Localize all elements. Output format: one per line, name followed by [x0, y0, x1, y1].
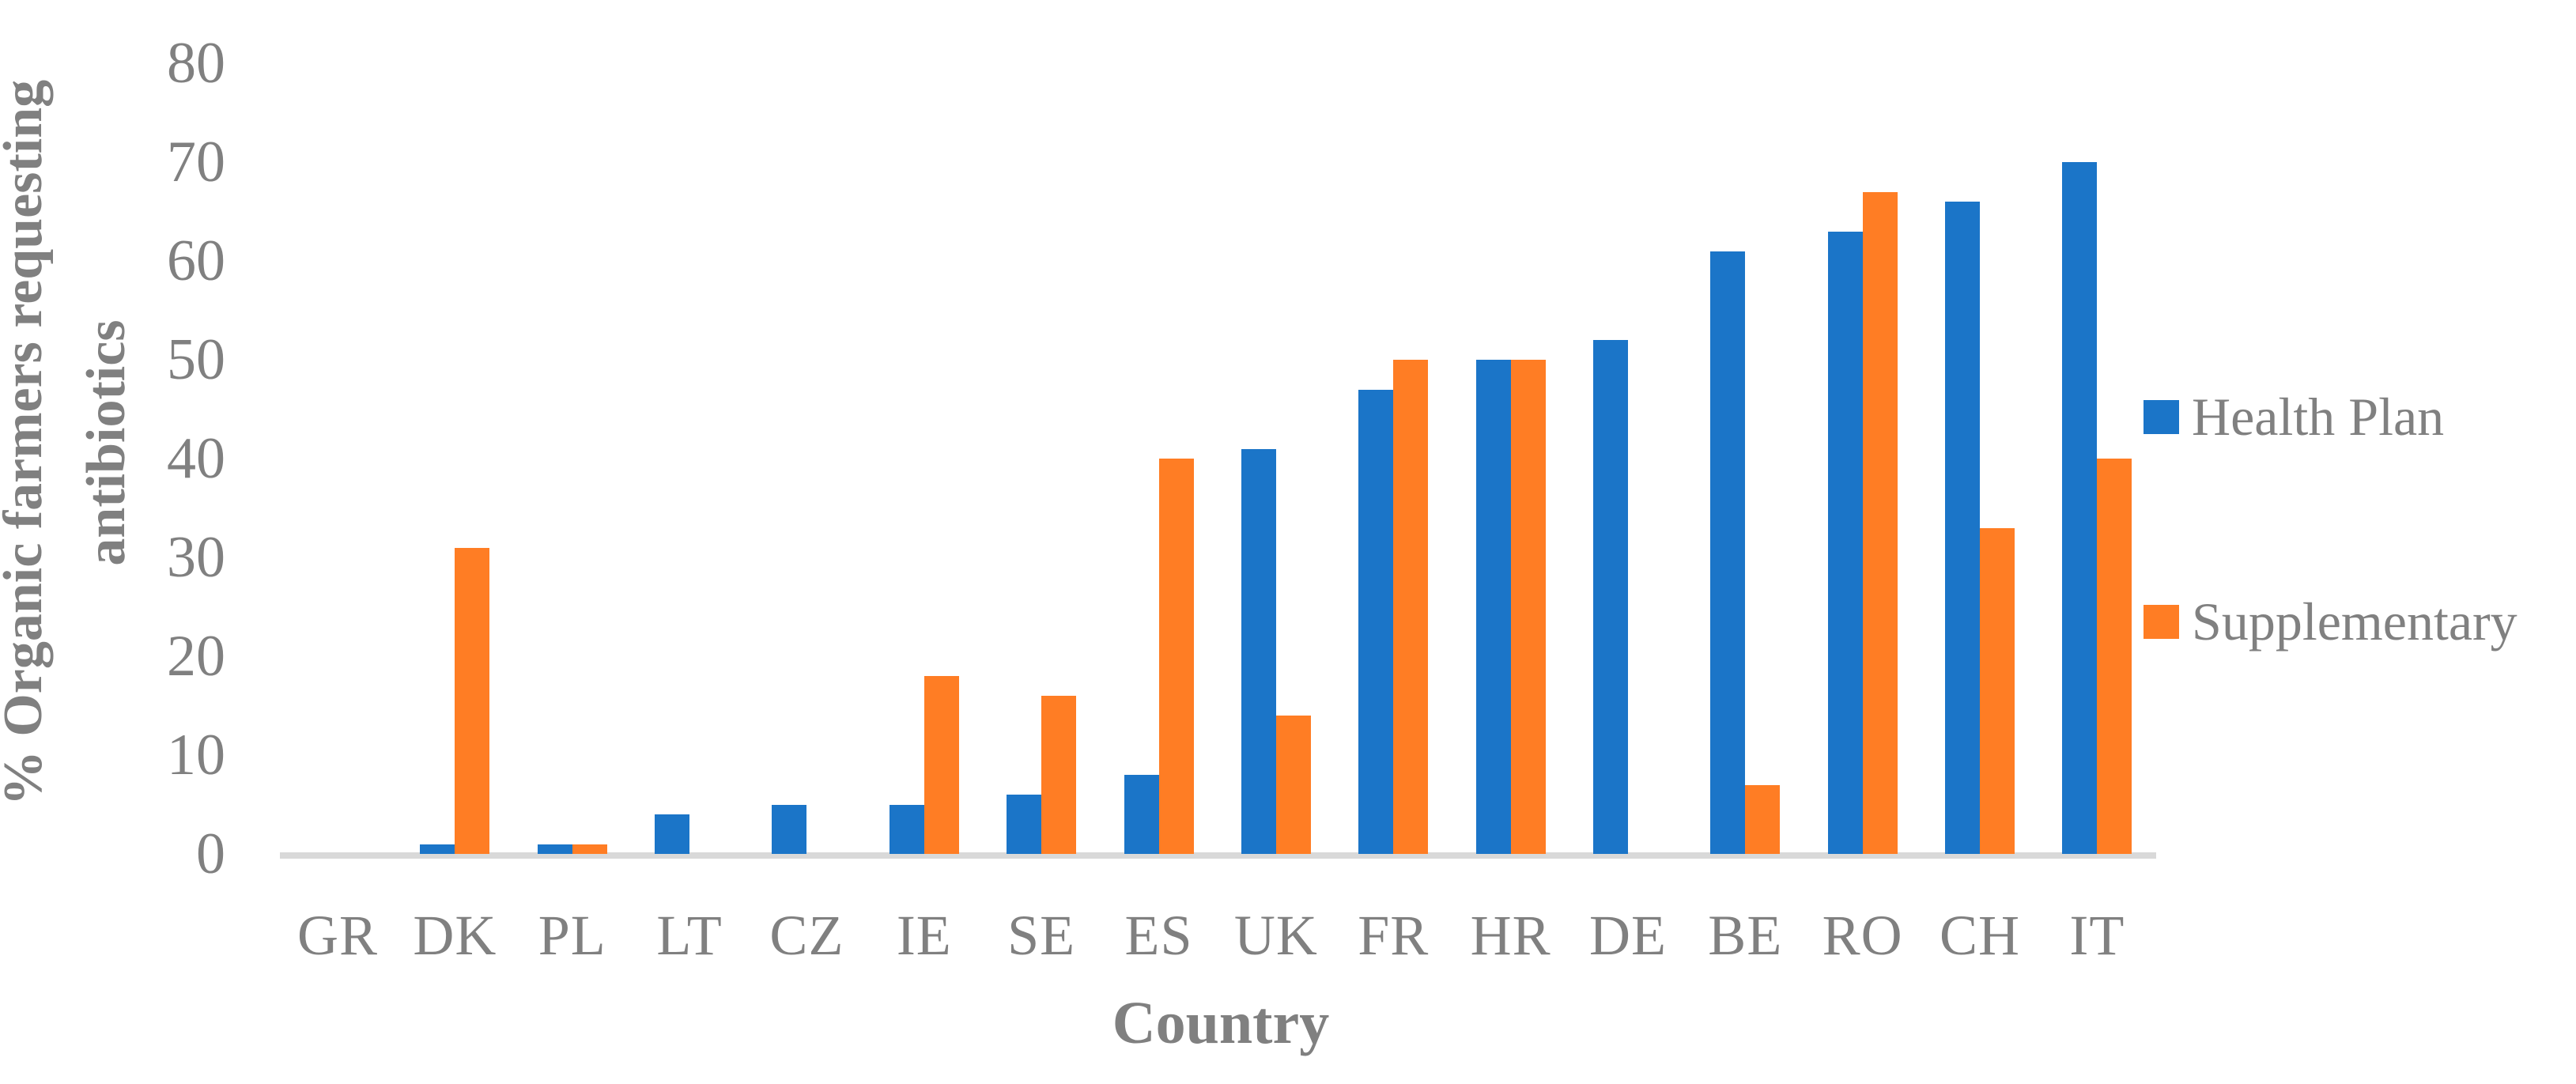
- legend-swatch-supplementary: [2144, 605, 2179, 639]
- y-tick-50: 50: [167, 327, 225, 392]
- bar-ch-supplementary: [1980, 527, 2015, 854]
- x-tick-uk: UK: [1233, 904, 1318, 967]
- y-tick-70: 70: [167, 130, 225, 195]
- bar-pl-health-plan: [537, 844, 572, 854]
- bar-cz-health-plan: [772, 804, 807, 854]
- y-tick-30: 30: [167, 525, 225, 590]
- bar-uk-health-plan: [1241, 448, 1276, 854]
- x-tick-es: ES: [1124, 904, 1193, 967]
- bar-dk-health-plan: [420, 844, 455, 854]
- x-tick-dk: DK: [413, 904, 497, 967]
- bar-de-health-plan: [1592, 340, 1628, 854]
- bar-ch-health-plan: [1945, 202, 1981, 854]
- x-tick-hr: HR: [1470, 904, 1551, 967]
- x-tick-de: DE: [1588, 904, 1667, 967]
- bar-fr-supplementary: [1393, 360, 1429, 854]
- legend-label-health-plan: Health Plan: [2192, 387, 2445, 447]
- x-axis-title: Country: [1112, 990, 1330, 1056]
- bar-ro-supplementary: [1862, 191, 1898, 854]
- bar-be-health-plan: [1710, 251, 1746, 854]
- x-tick-ro: RO: [1822, 904, 1903, 967]
- bar-uk-supplementary: [1275, 716, 1311, 854]
- y-tick-0: 0: [196, 821, 225, 886]
- x-tick-se: SE: [1007, 904, 1076, 967]
- y-tick-20: 20: [167, 624, 225, 689]
- bar-fr-health-plan: [1358, 389, 1394, 854]
- x-tick-it: IT: [2069, 904, 2125, 967]
- x-tick-gr: GR: [297, 904, 379, 967]
- bar-pl-supplementary: [572, 844, 607, 854]
- bar-it-health-plan: [2062, 162, 2098, 854]
- bar-se-health-plan: [1007, 795, 1042, 854]
- bar-it-supplementary: [2097, 459, 2132, 854]
- y-tick-80: 80: [167, 31, 225, 96]
- x-tick-cz: CZ: [769, 904, 844, 967]
- bar-se-supplementary: [1041, 696, 1077, 854]
- bar-es-health-plan: [1124, 775, 1159, 854]
- bar-hr-supplementary: [1510, 360, 1546, 854]
- x-tick-ie: IE: [896, 904, 952, 967]
- x-tick-lt: LT: [656, 904, 723, 967]
- bar-lt-health-plan: [655, 814, 690, 854]
- y-tick-10: 10: [167, 723, 225, 788]
- bar-ro-health-plan: [1827, 231, 1863, 854]
- y-tick-40: 40: [167, 426, 225, 491]
- bar-be-supplementary: [1745, 784, 1781, 854]
- x-tick-fr: FR: [1358, 904, 1430, 967]
- x-tick-be: BE: [1708, 904, 1783, 967]
- bar-es-supplementary: [1158, 459, 1194, 854]
- x-axis-line: [280, 852, 2156, 859]
- y-tick-60: 60: [167, 229, 225, 293]
- bar-dk-supplementary: [455, 547, 490, 854]
- x-tick-pl: PL: [538, 904, 606, 967]
- legend-label-supplementary: Supplementary: [2192, 591, 2517, 652]
- x-tick-ch: CH: [1940, 904, 2021, 967]
- bar-ie-health-plan: [889, 804, 924, 854]
- bar-ie-supplementary: [924, 676, 959, 854]
- bar-hr-health-plan: [1475, 360, 1511, 854]
- legend-swatch-health-plan: [2144, 400, 2179, 434]
